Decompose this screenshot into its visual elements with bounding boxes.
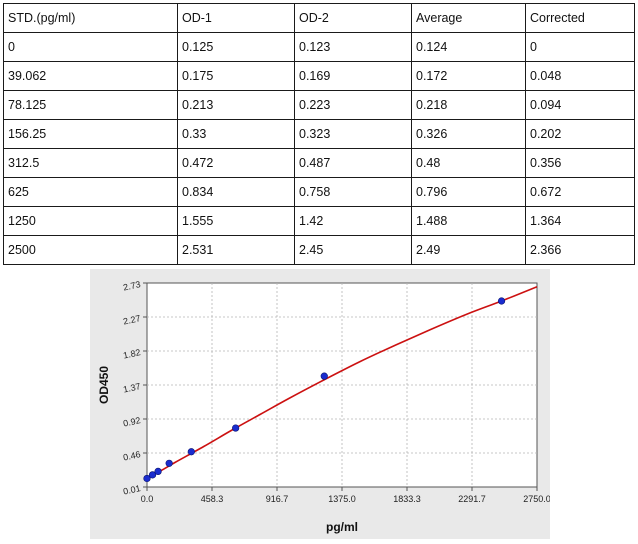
cell-std: 625: [3, 177, 178, 207]
chart-panel: 0.0 458.3 916.7 1375.0 1833.3 2291.7 2750.0 0.0…: [90, 269, 550, 539]
data-point: [232, 424, 240, 432]
cell-average: 0.326: [411, 119, 526, 149]
cell-average: 0.48: [411, 148, 526, 178]
x-tick-label: 0.0: [141, 494, 154, 504]
cell-od-2: 0.758: [294, 177, 412, 207]
header-od-2: OD-2: [294, 3, 412, 33]
table-row: 78.125 0.213 0.223 0.218 0.094: [3, 90, 635, 120]
cell-od-1: 1.555: [177, 206, 295, 236]
table-row: 39.062 0.175 0.169 0.172 0.048: [3, 61, 635, 91]
table-row: 312.5 0.472 0.487 0.48 0.356: [3, 148, 635, 178]
y-tick-label: 1.82: [122, 347, 141, 360]
cell-std: 0: [3, 32, 178, 62]
cell-corrected: 0.202: [525, 119, 635, 149]
cell-average: 1.488: [411, 206, 526, 236]
fit-curve-line: [146, 286, 538, 479]
cell-od-2: 1.42: [294, 206, 412, 236]
cell-od-1: 0.834: [177, 177, 295, 207]
standard-curve-chart: 0.0 458.3 916.7 1375.0 1833.3 2291.7 2750.0 0.0…: [97, 279, 550, 534]
x-tick-label: 1375.0: [328, 494, 356, 504]
cell-od-2: 0.223: [294, 90, 412, 120]
cell-average: 0.796: [411, 177, 526, 207]
cell-od-1: 2.531: [177, 235, 295, 265]
cell-od-1: 0.175: [177, 61, 295, 91]
header-od-1: OD-1: [177, 3, 295, 33]
y-tick-label: 0.92: [122, 415, 141, 428]
cell-std: 39.062: [3, 61, 178, 91]
cell-average: 0.218: [411, 90, 526, 120]
table-row: 156.25 0.33 0.323 0.326 0.202: [3, 119, 635, 149]
cell-od-1: 0.33: [177, 119, 295, 149]
cell-od-2: 2.45: [294, 235, 412, 265]
cell-od-2: 0.323: [294, 119, 412, 149]
table-row: 2500 2.531 2.45 2.49 2.366: [3, 235, 635, 265]
x-tick-label: 1833.3: [393, 494, 421, 504]
table-row: 0 0.125 0.123 0.124 0: [3, 32, 635, 62]
cell-average: 0.172: [411, 61, 526, 91]
cell-std: 156.25: [3, 119, 178, 149]
x-tick-label: 458.3: [201, 494, 224, 504]
cell-od-2: 0.487: [294, 148, 412, 178]
data-point: [148, 471, 157, 479]
table-header-row: STD.(pg/ml) OD-1 OD-2 Average Corrected: [3, 3, 635, 33]
cell-corrected: 2.366: [525, 235, 635, 265]
x-tick-label: 2291.7: [458, 494, 486, 504]
data-point: [154, 467, 162, 475]
cell-od-1: 0.472: [177, 148, 295, 178]
cell-od-2: 0.169: [294, 61, 412, 91]
cell-corrected: 0.094: [525, 90, 635, 120]
cell-od-2: 0.123: [294, 32, 412, 62]
data-point: [187, 448, 195, 456]
x-tick-label: 2750.0: [523, 494, 550, 504]
y-axis-title: OD450: [97, 366, 111, 404]
cell-std: 78.125: [3, 90, 178, 120]
cell-od-1: 0.125: [177, 32, 295, 62]
x-axis-title: pg/ml: [326, 520, 358, 534]
cell-std: 312.5: [3, 148, 178, 178]
table-row: 1250 1.555 1.42 1.488 1.364: [3, 206, 635, 236]
y-tick-label: 2.73: [122, 279, 141, 292]
y-tick-label: 1.37: [122, 381, 141, 394]
cell-std: 1250: [3, 206, 178, 236]
cell-corrected: 0.048: [525, 61, 635, 91]
cell-od-1: 0.213: [177, 90, 295, 120]
header-std-concentration: STD.(pg/ml): [3, 3, 178, 33]
cell-corrected: 0.356: [525, 148, 635, 178]
cell-corrected: 1.364: [525, 206, 635, 236]
y-tick-label: 2.27: [122, 313, 141, 326]
x-tick-label: 916.7: [266, 494, 289, 504]
y-tick-label: 0.01: [122, 483, 141, 496]
standard-curve-table: STD.(pg/ml) OD-1 OD-2 Average Corrected …: [3, 3, 635, 265]
header-average: Average: [411, 3, 526, 33]
data-point: [143, 474, 151, 483]
cell-std: 2500: [3, 235, 178, 265]
cell-average: 0.124: [411, 32, 526, 62]
data-point: [320, 372, 328, 380]
header-corrected: Corrected: [525, 3, 635, 33]
cell-average: 2.49: [411, 235, 526, 265]
table-row: 625 0.834 0.758 0.796 0.672: [3, 177, 635, 207]
data-point: [497, 297, 506, 305]
cell-corrected: 0.672: [525, 177, 635, 207]
data-point: [165, 459, 173, 467]
cell-corrected: 0: [525, 32, 635, 62]
y-tick-label: 0.46: [122, 449, 141, 462]
